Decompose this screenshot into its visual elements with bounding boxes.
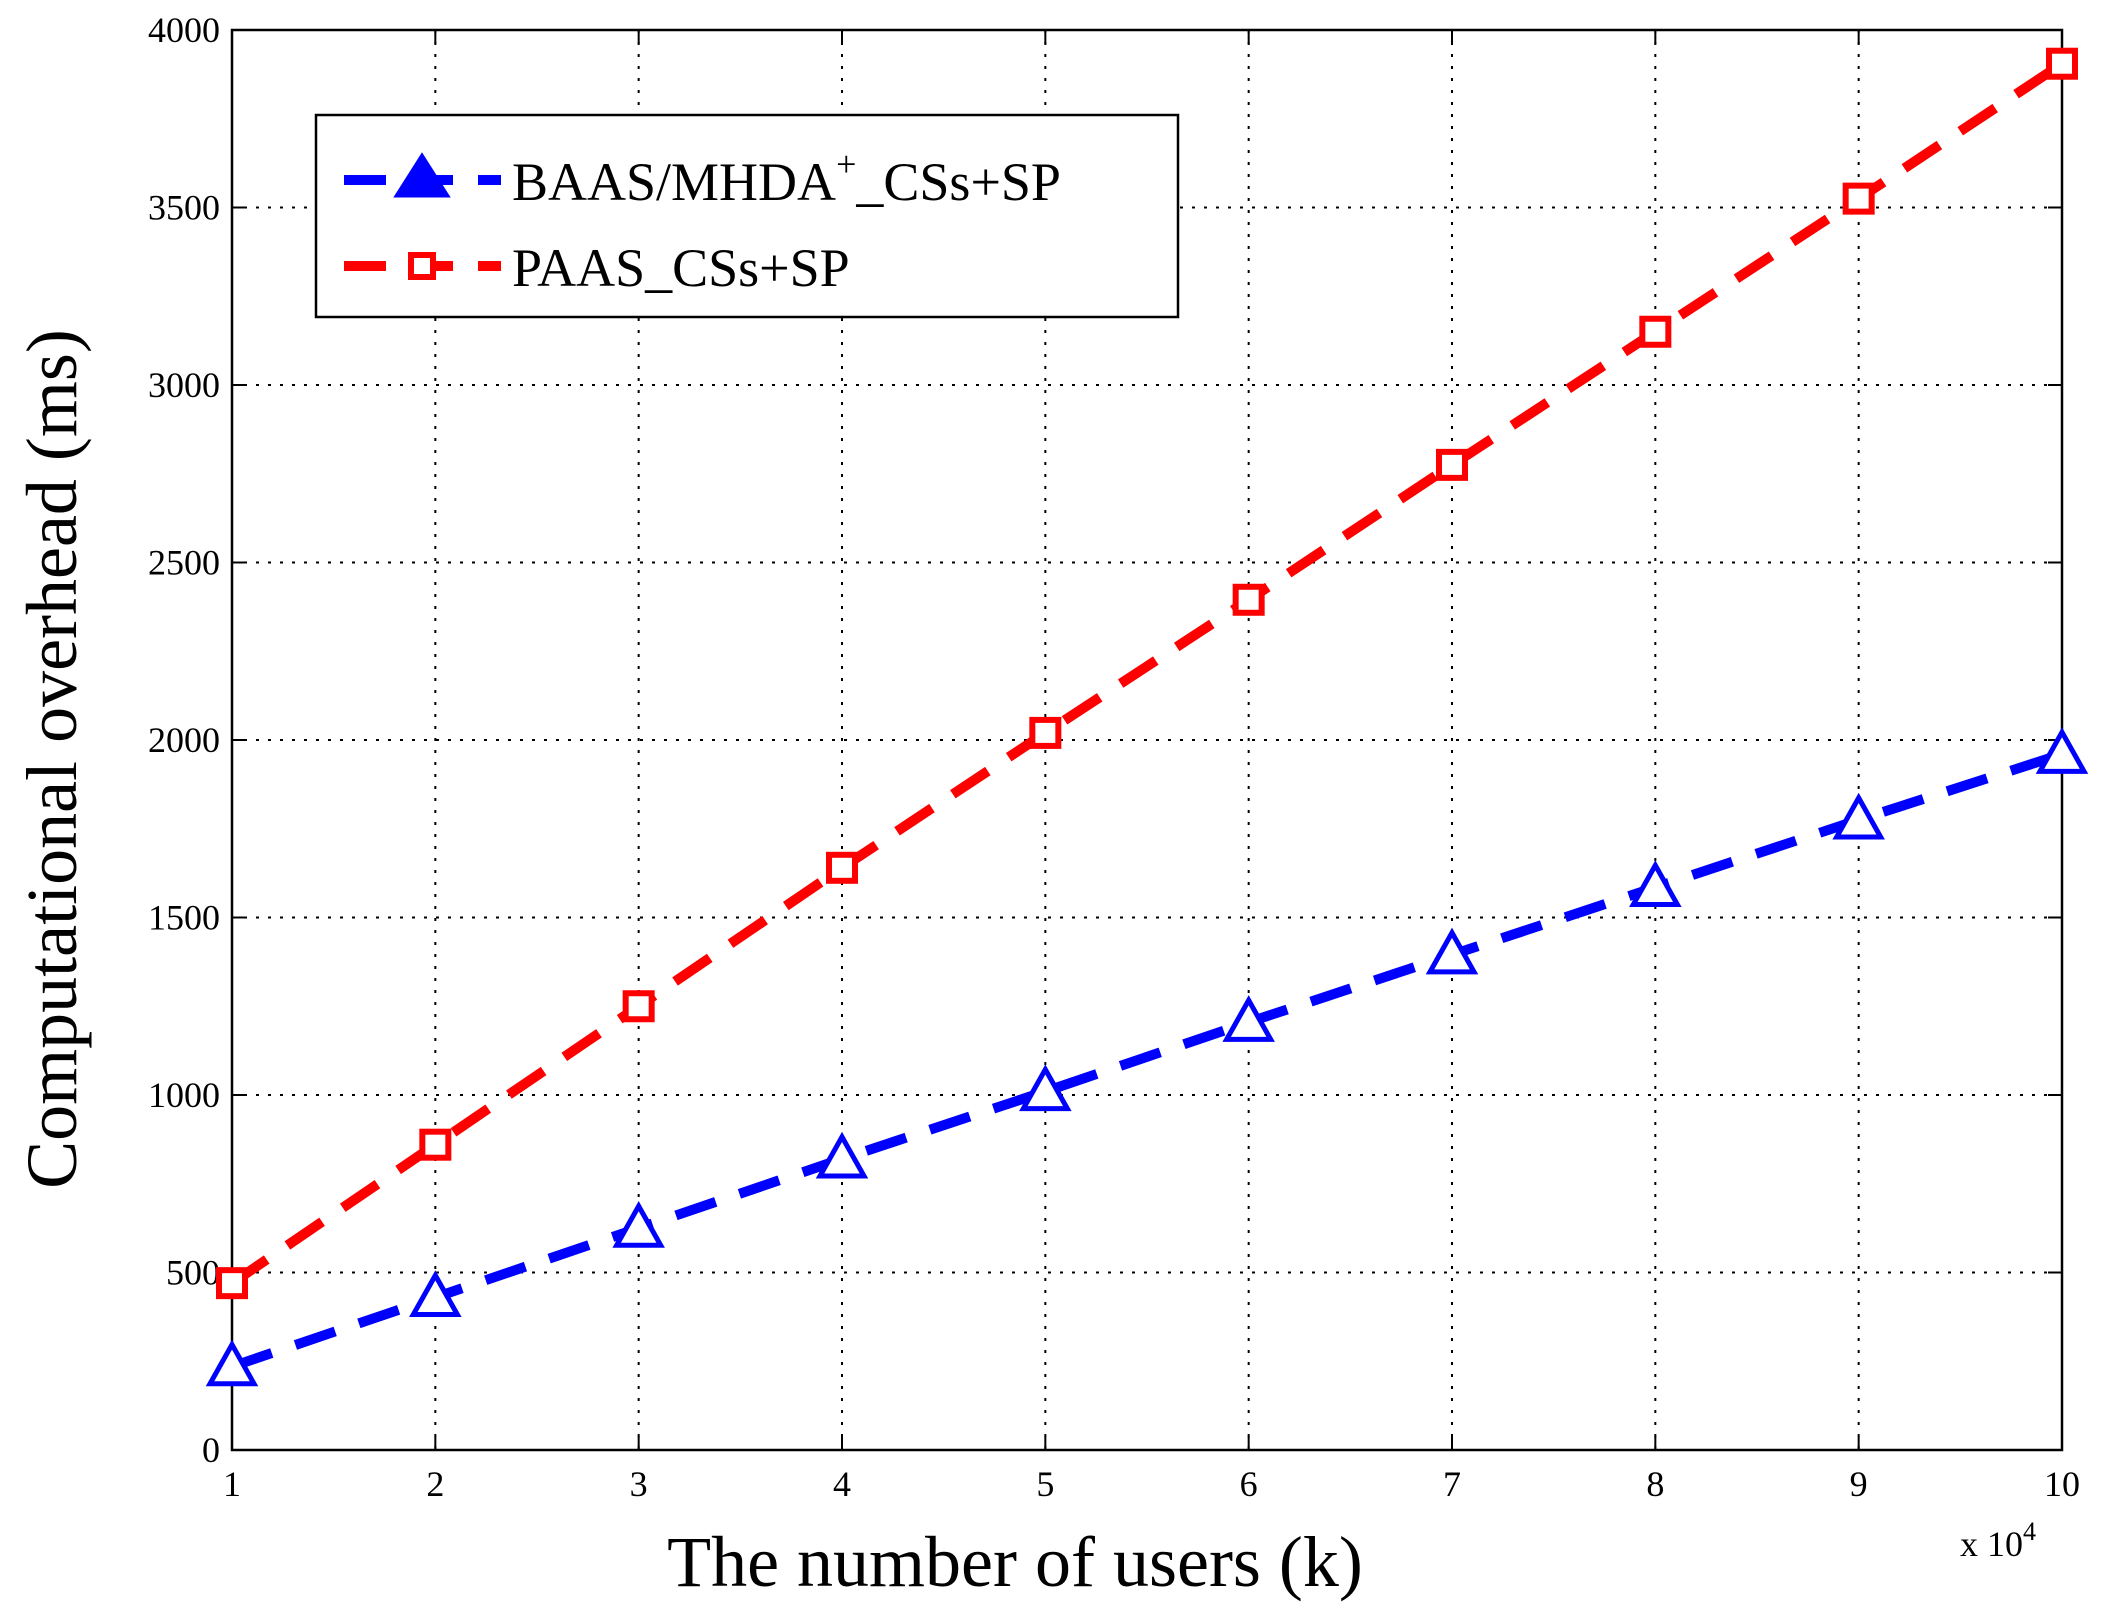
data-point-square	[1232, 583, 1265, 616]
data-point-square	[2046, 47, 2078, 80]
data-point-triangle	[409, 1270, 462, 1318]
y-tick-label: 500	[166, 1253, 220, 1293]
x-tick-label: 6	[1240, 1464, 1258, 1504]
data-point-square	[1436, 448, 1468, 481]
data-point-square	[1842, 182, 1875, 215]
x-tick-label: 5	[1036, 1464, 1054, 1504]
y-axis-title: Computational overhead (ms)	[12, 329, 92, 1189]
axis-ticks: 1 2 3 4 5 6 7 8 9 10 0 500 1000 1500 2000 2500 3000 3500 4…	[148, 10, 2080, 1504]
legend-marker-baas	[393, 152, 451, 198]
legend-label-baas-sup: +	[836, 144, 856, 184]
legend-label-baas-rest: _CSs+SP	[855, 152, 1061, 212]
x-axis-multiplier: x 104	[1960, 1517, 2036, 1564]
y-tick-label: 1500	[148, 898, 220, 938]
y-tick-label: 4000	[148, 10, 220, 50]
data-point-triangle	[815, 1131, 869, 1179]
series-markers	[205, 47, 2089, 1387]
y-tick-label: 1000	[148, 1075, 220, 1115]
data-point-square	[826, 851, 858, 884]
series-line-0	[230, 749, 2064, 1372]
x-multiplier-base: x 10	[1960, 1524, 2023, 1564]
x-tick-label: 4	[833, 1464, 851, 1504]
series-lines	[229, 59, 2065, 1372]
data-point-triangle	[2035, 727, 2089, 774]
series-line-1	[229, 59, 2065, 1288]
data-point-square	[1029, 716, 1062, 749]
x-tick-label: 7	[1443, 1464, 1461, 1504]
data-point-triangle	[1629, 860, 1682, 907]
x-axis-title: The number of users (k)	[667, 1522, 1363, 1602]
y-tick-label: 3000	[148, 365, 220, 405]
legend-label-baas: BAAS/MHDA+_CSs+SP	[512, 144, 1061, 212]
legend-label-baas-main: BAAS/MHDA	[512, 152, 836, 212]
y-tick-label: 3500	[148, 188, 220, 228]
legend: BAAS/MHDA+_CSs+SP PAAS_CSs+SP	[314, 113, 1180, 319]
y-tick-label: 0	[202, 1430, 220, 1470]
x-tick-label: 8	[1646, 1464, 1664, 1504]
data-point-triangle	[612, 1201, 665, 1248]
x-multiplier-exponent: 4	[2023, 1517, 2036, 1546]
legend-label-paas: PAAS_CSs+SP	[512, 238, 850, 298]
y-tick-label: 2500	[148, 543, 220, 583]
x-tick-label: 9	[1850, 1464, 1868, 1504]
data-point-triangle	[1425, 927, 1479, 975]
data-point-square	[1639, 315, 1672, 348]
x-tick-label: 1	[223, 1464, 241, 1504]
legend-box	[314, 113, 1180, 319]
data-point-triangle	[1832, 792, 1885, 840]
y-tick-label: 2000	[148, 720, 220, 760]
x-tick-label: 3	[630, 1464, 648, 1504]
data-point-triangle	[205, 1339, 259, 1387]
data-point-square	[419, 1128, 452, 1161]
x-tick-label: 10	[2044, 1464, 2080, 1504]
data-point-square	[622, 990, 655, 1023]
legend-marker-paas	[408, 252, 436, 280]
x-tick-label: 2	[426, 1464, 444, 1504]
data-point-square	[216, 1267, 248, 1300]
data-point-triangle	[1222, 995, 1275, 1042]
data-point-triangle	[1019, 1064, 1072, 1112]
